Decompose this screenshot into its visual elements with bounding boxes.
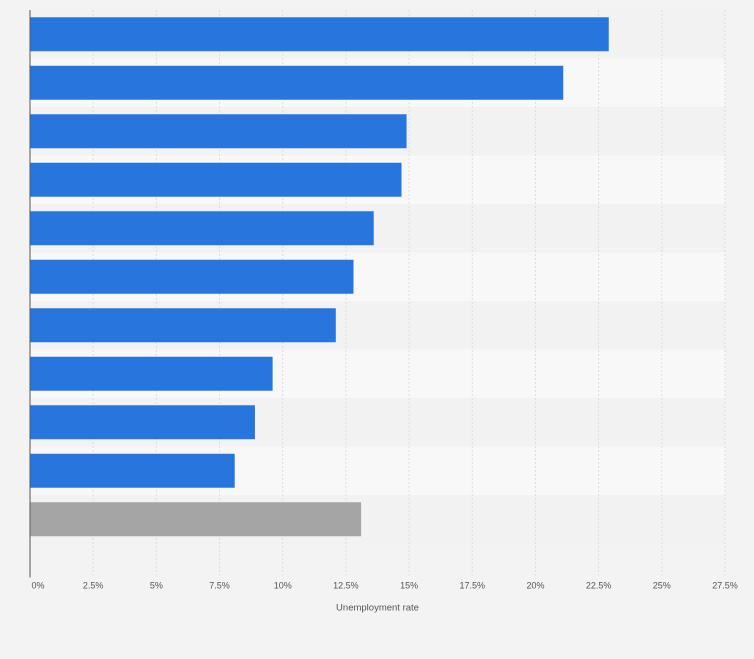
bars: [30, 17, 609, 537]
x-tick-label: 22.5%: [586, 581, 612, 591]
x-tick-label: 17.5%: [460, 581, 486, 591]
bar[interactable]: [30, 259, 354, 294]
bar[interactable]: [30, 453, 235, 488]
bar[interactable]: [30, 356, 273, 391]
x-tick-label: 5%: [150, 581, 163, 591]
bar[interactable]: [30, 502, 362, 537]
x-tick-label: 20%: [526, 581, 544, 591]
x-tick-label: 12.5%: [333, 581, 359, 591]
x-tick-labels: 0% 2.5% 5% 7.5% 10% 12.5% 15% 17.5% 20% 22.5% 25% 2…: [31, 581, 737, 591]
x-tick-label: 15%: [400, 581, 418, 591]
bar[interactable]: [30, 65, 564, 100]
x-tick-label: 27.5%: [712, 581, 738, 591]
bar[interactable]: [30, 17, 609, 52]
bar[interactable]: [30, 211, 374, 246]
x-tick-label: 10%: [274, 581, 292, 591]
bar[interactable]: [30, 308, 336, 343]
x-tick-label: 7.5%: [209, 581, 230, 591]
x-tick-label: 25%: [653, 581, 671, 591]
x-axis-title: Unemployment rate: [336, 603, 419, 614]
x-tick-label: 2.5%: [83, 581, 104, 591]
bar[interactable]: [30, 114, 407, 149]
bar[interactable]: [30, 162, 402, 197]
x-tick-label: 0%: [31, 581, 44, 591]
bar[interactable]: [30, 405, 255, 440]
